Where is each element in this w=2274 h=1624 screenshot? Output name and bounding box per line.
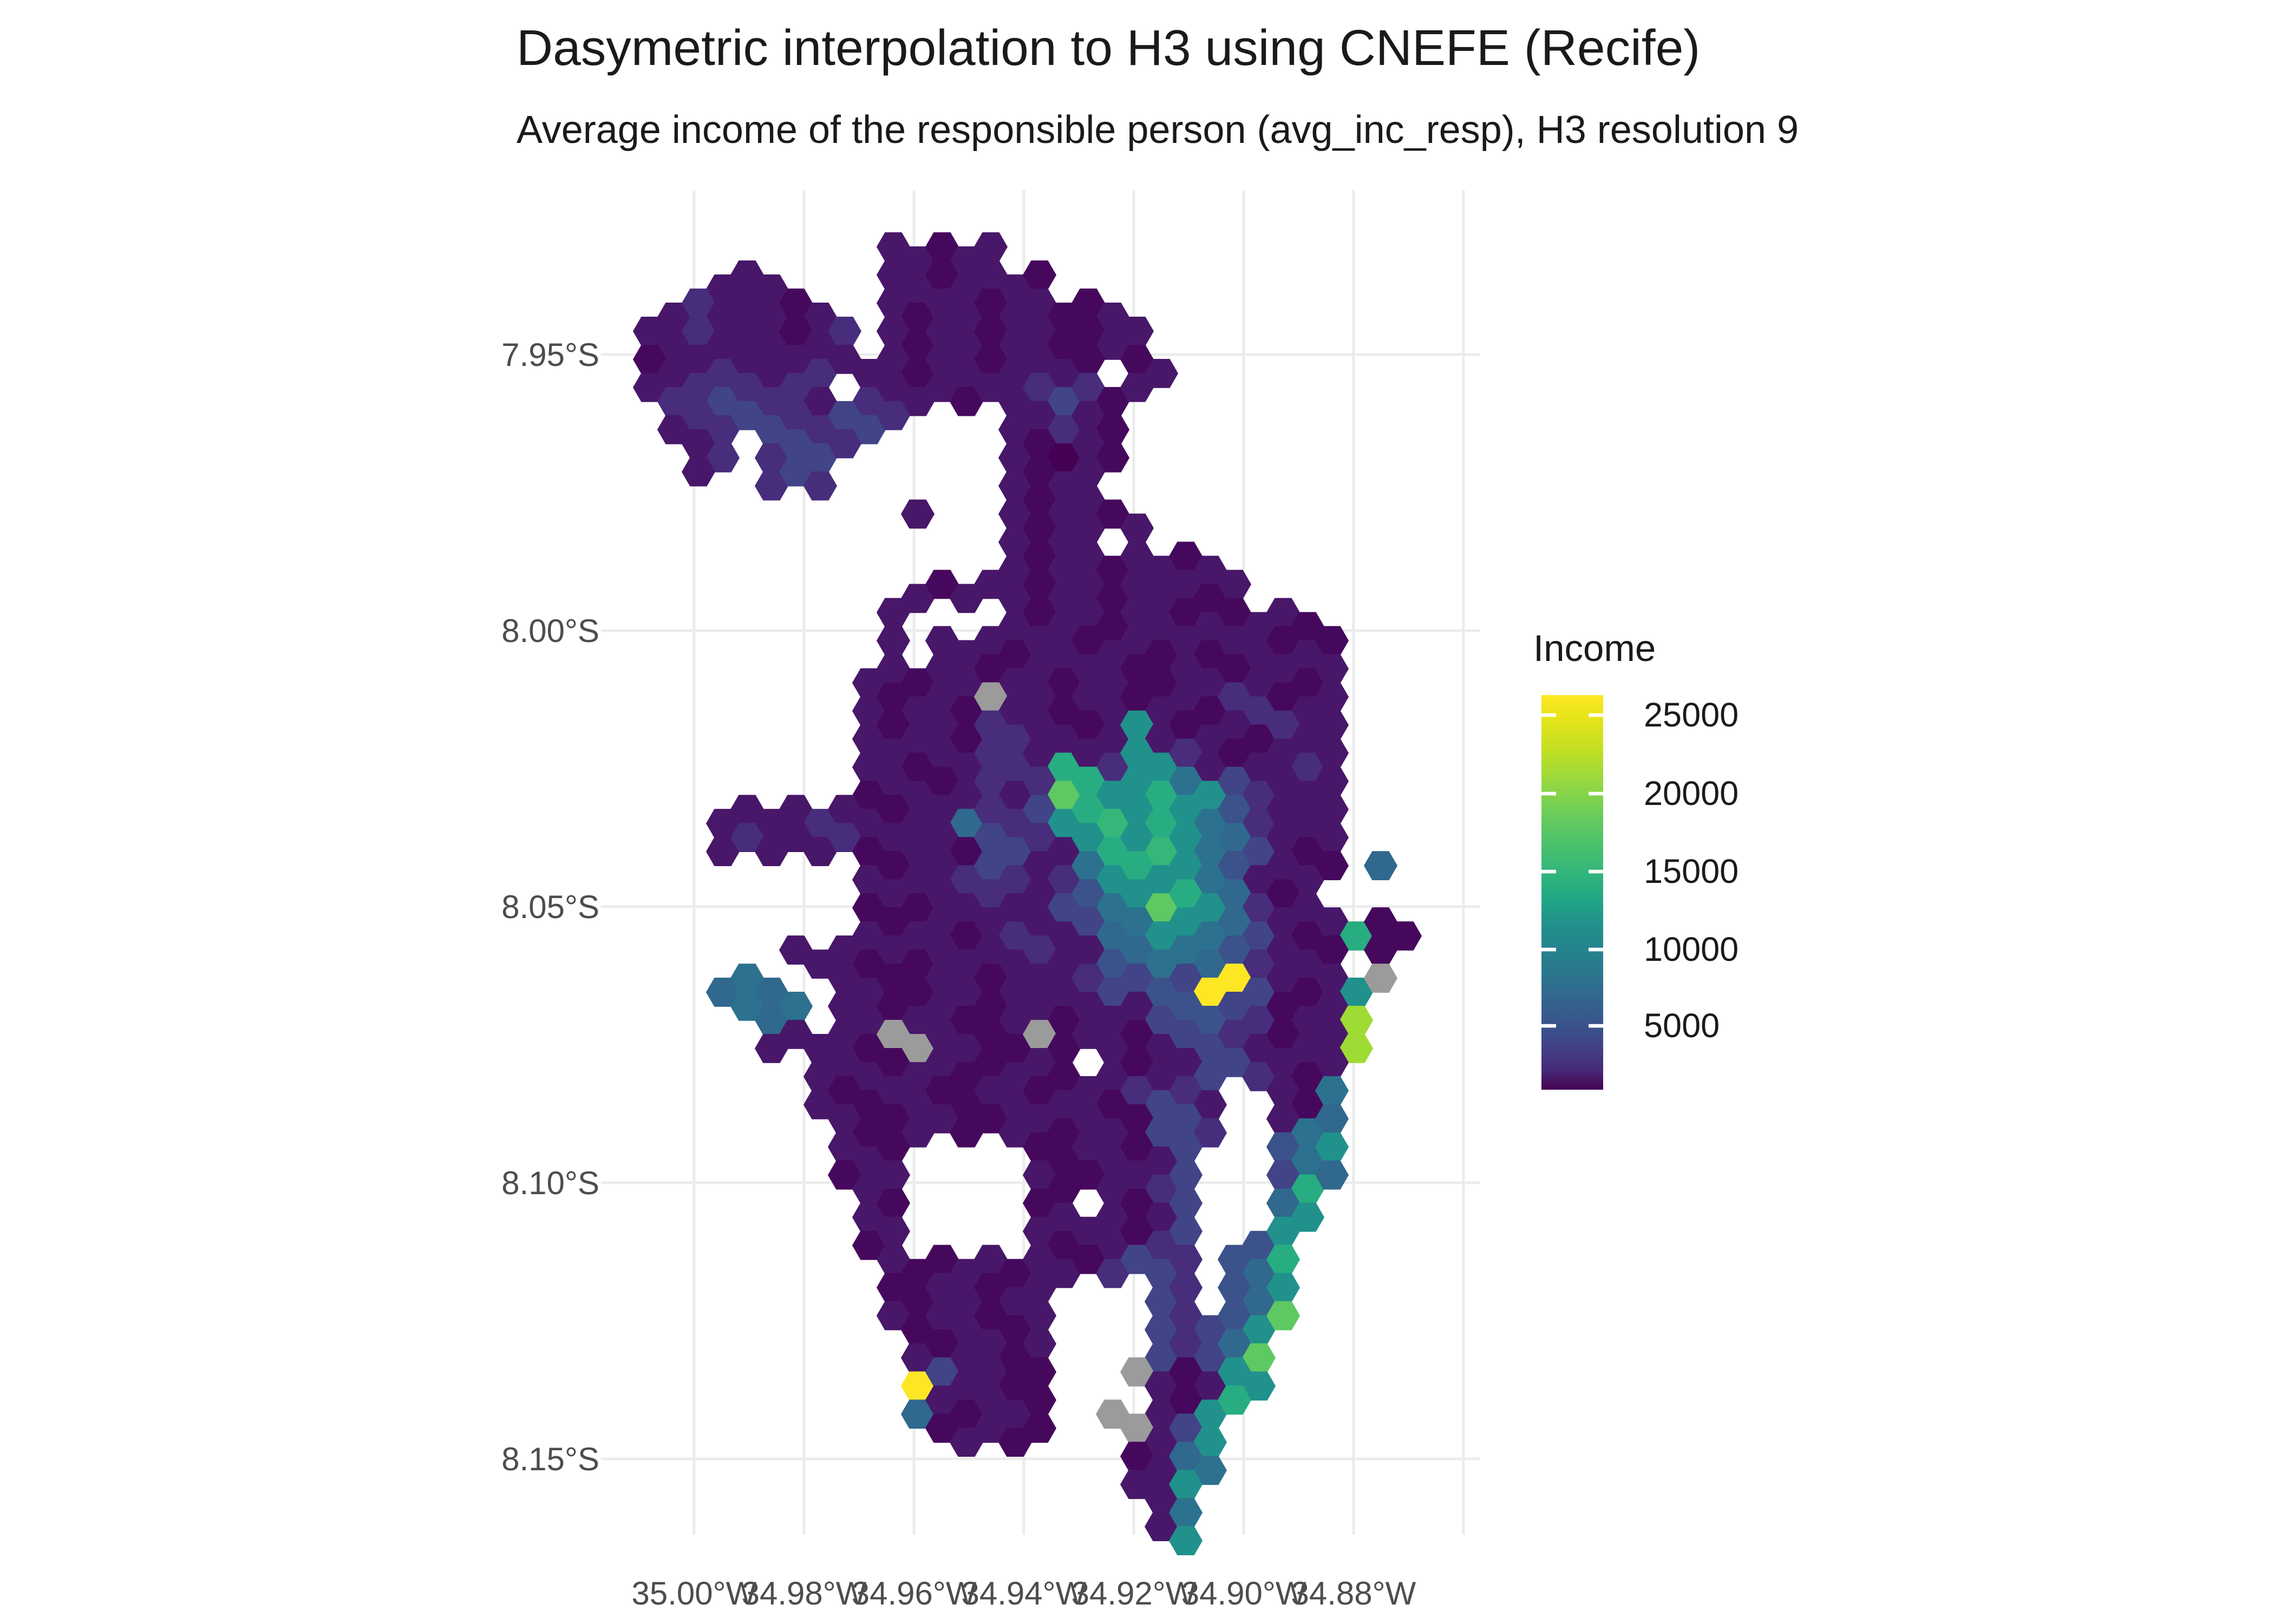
hex-cell xyxy=(876,401,911,430)
x-tick-label: 34.96°W xyxy=(852,1575,977,1612)
plot-subtitle: Average income of the responsible person… xyxy=(517,108,1799,152)
colorbar-labels: 25000 20000 15000 10000 5000 xyxy=(1644,696,1739,1045)
y-tick-label: 8.05°S xyxy=(501,889,599,925)
y-tick-label: 8.00°S xyxy=(501,613,599,649)
x-tick-label: 34.90°W xyxy=(1181,1575,1306,1612)
x-axis-labels: 35.00°W34.98°W34.96°W34.94°W34.92°W34.90… xyxy=(632,1575,1416,1612)
hex-cell xyxy=(1363,851,1398,881)
hex-cell xyxy=(1266,1301,1301,1331)
y-axis-labels: 7.95°S 8.00°S 8.05°S 8.10°S 8.15°S xyxy=(501,337,599,1477)
colorbar-ticks xyxy=(1541,713,1603,1028)
hex-cell xyxy=(1120,372,1154,402)
x-tick-label: 34.88°W xyxy=(1291,1575,1416,1612)
hex-cell xyxy=(1022,1413,1057,1443)
hex-cell xyxy=(1217,1385,1252,1415)
y-tick-label: 7.95°S xyxy=(501,337,599,373)
hex-cell xyxy=(803,471,838,501)
hex-map-layer xyxy=(632,232,1422,1556)
hex-cell xyxy=(1363,964,1398,993)
hex-cell xyxy=(1168,1526,1203,1556)
legend-title: Income xyxy=(1533,627,1656,669)
x-tick-label: 34.98°W xyxy=(742,1575,867,1612)
colorbar xyxy=(1541,695,1603,1090)
legend-tick-label: 25000 xyxy=(1644,696,1739,734)
hex-cell xyxy=(827,429,862,459)
income-legend: Income 25000 20000 15000 10000 5000 xyxy=(1533,627,1739,1090)
y-tick-label: 8.15°S xyxy=(501,1441,599,1477)
plot-title: Dasymetric interpolation to H3 using CNE… xyxy=(517,19,1700,76)
x-tick-label: 34.92°W xyxy=(1071,1575,1197,1612)
hex-cell xyxy=(1315,1160,1349,1190)
x-tick-label: 34.94°W xyxy=(962,1575,1087,1612)
legend-tick-label: 5000 xyxy=(1644,1007,1720,1045)
x-tick-label: 35.00°W xyxy=(632,1575,757,1612)
legend-tick-label: 10000 xyxy=(1644,931,1739,968)
hex-cell xyxy=(900,499,935,529)
legend-tick-label: 15000 xyxy=(1644,853,1739,890)
hex-cell xyxy=(1315,851,1349,881)
legend-tick-label: 20000 xyxy=(1644,775,1739,813)
hex-cell xyxy=(681,457,716,487)
y-tick-label: 8.10°S xyxy=(501,1165,599,1201)
